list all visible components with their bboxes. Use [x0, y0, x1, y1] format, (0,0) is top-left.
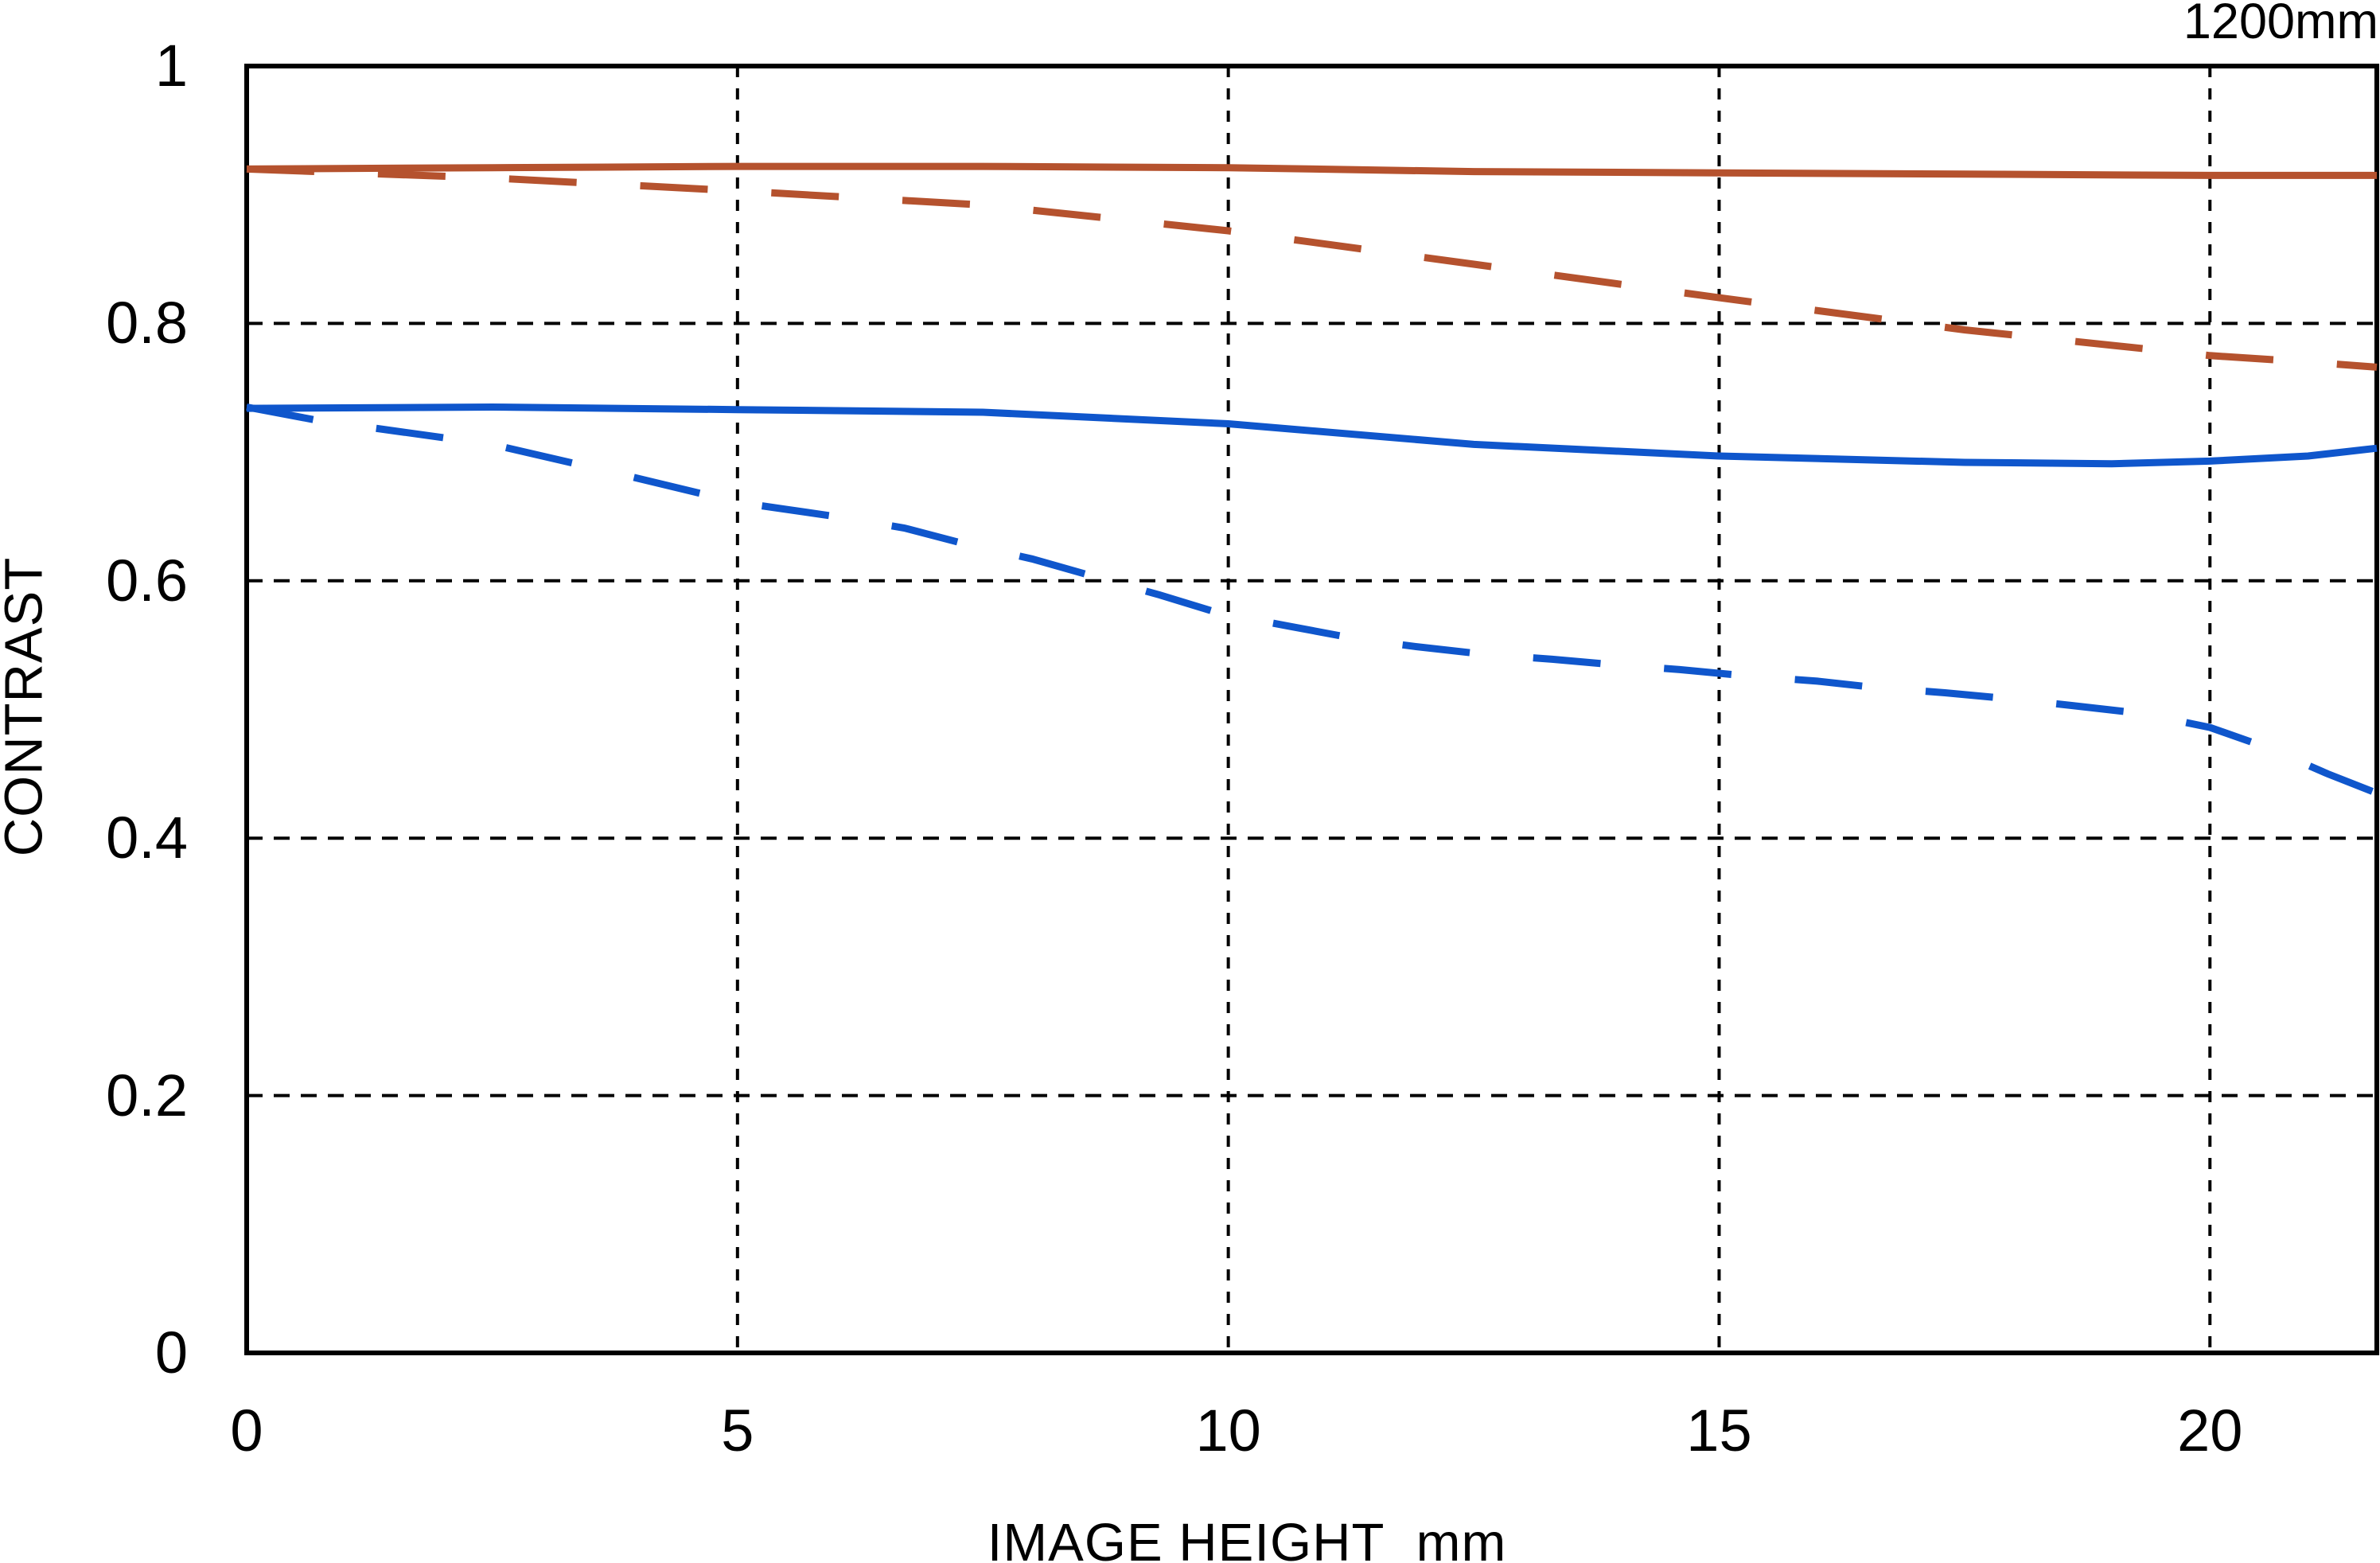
y-tick-label-0.2: 0.2 — [106, 1062, 188, 1128]
series-blue-solid — [246, 403, 2378, 468]
x-axis-title: IMAGE HEIGHT mm — [987, 1513, 1507, 1563]
y-tick-label-0: 0 — [154, 1319, 188, 1386]
x-tick-label-15: 15 — [1686, 1397, 1752, 1464]
x-tick-label-5: 5 — [721, 1397, 754, 1464]
series-red-dashed — [246, 165, 2378, 371]
y-tick-label-1: 1 — [154, 33, 188, 99]
plot-border — [244, 64, 2379, 1355]
y-tick-label-0.6: 0.6 — [106, 547, 188, 614]
x-tick-label-20: 20 — [2177, 1397, 2243, 1464]
x-tick-label-0: 0 — [230, 1397, 263, 1464]
y-tick-label-0.8: 0.8 — [106, 290, 188, 357]
x-tick-label-10: 10 — [1195, 1397, 1261, 1464]
chart-title: 1200mm — [2183, 0, 2378, 49]
series-blue-dashed — [246, 403, 2378, 797]
series-red-solid — [246, 162, 2377, 179]
y-tick-label-0.4: 0.4 — [106, 805, 188, 871]
